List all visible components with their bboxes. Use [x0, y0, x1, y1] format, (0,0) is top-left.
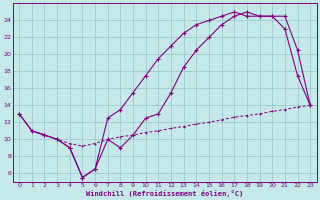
X-axis label: Windchill (Refroidissement éolien,°C): Windchill (Refroidissement éolien,°C) — [86, 190, 243, 197]
